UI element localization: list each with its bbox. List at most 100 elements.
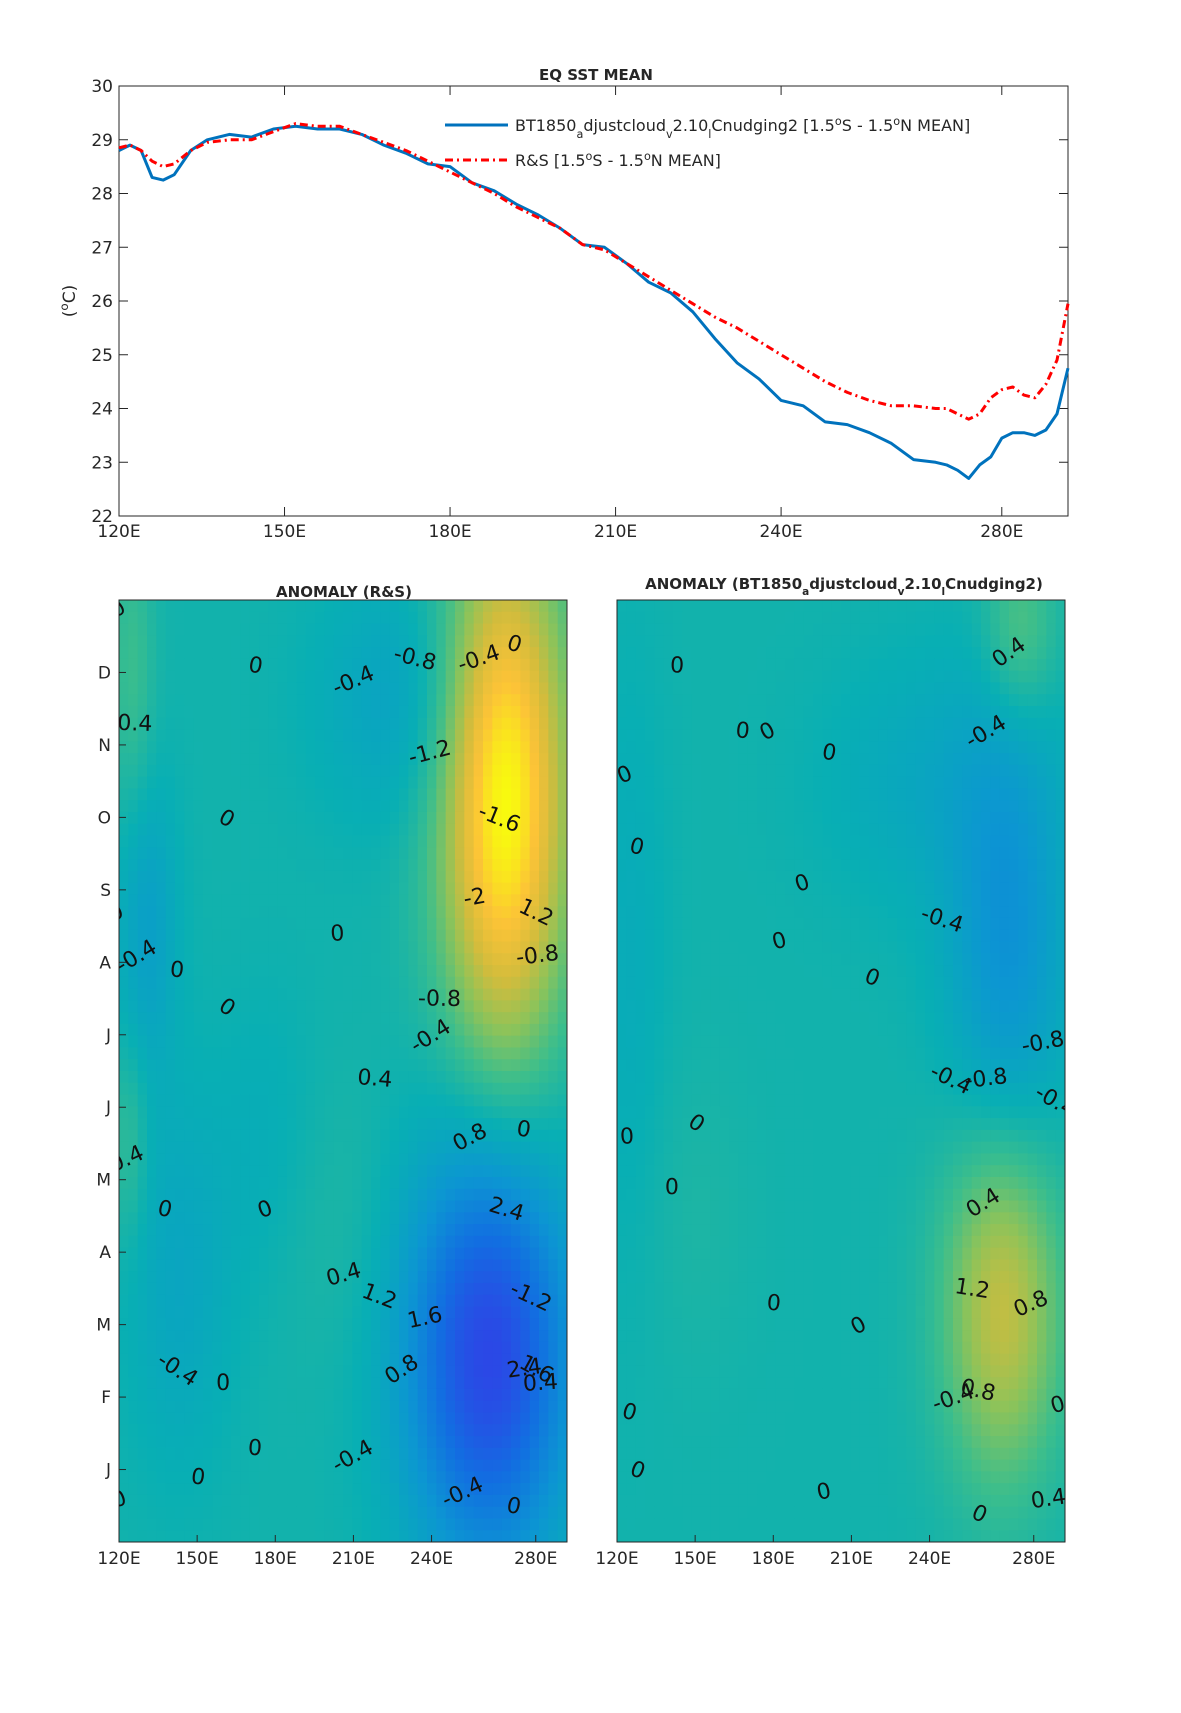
heatmap-cell xyxy=(492,623,503,636)
heatmap-cell xyxy=(520,1035,531,1049)
heatmap-cell xyxy=(249,1235,260,1249)
heatmap-cell xyxy=(249,859,260,872)
heatmap-cell xyxy=(934,635,945,648)
heatmap-cell xyxy=(436,729,447,742)
heatmap-cell xyxy=(822,717,833,731)
heatmap-cell xyxy=(645,623,655,636)
heatmap-cell xyxy=(147,1424,157,1437)
heatmap-cell xyxy=(520,929,531,943)
heatmap-cell xyxy=(184,1094,195,1107)
heatmap-cell xyxy=(221,1106,232,1119)
heatmap-cell xyxy=(557,1506,567,1520)
heatmap-cell xyxy=(520,623,531,636)
heatmap-cell xyxy=(175,1447,185,1461)
heatmap-cell xyxy=(212,1129,223,1143)
heatmap-cell xyxy=(417,1165,428,1178)
heatmap-cell xyxy=(380,729,391,742)
heatmap-cell xyxy=(701,753,711,766)
heatmap-cell xyxy=(953,658,963,672)
heatmap-cell xyxy=(915,788,926,801)
heatmap-cell xyxy=(380,1141,391,1155)
heatmap-cell xyxy=(654,658,665,672)
heatmap-cell xyxy=(436,1094,447,1107)
heatmap-cell xyxy=(511,870,521,884)
heatmap-cell xyxy=(492,906,503,919)
heatmap-cell xyxy=(287,1224,297,1237)
heatmap-cell xyxy=(943,776,954,790)
heatmap-cell xyxy=(231,1494,241,1508)
heatmap-cell xyxy=(548,1271,559,1284)
heatmap-cell xyxy=(119,1447,129,1461)
heatmap-cell xyxy=(501,1494,512,1508)
heatmap-cell xyxy=(361,635,372,648)
heatmap-cell xyxy=(315,1247,325,1261)
heatmap-cell xyxy=(259,1200,269,1213)
heatmap-cell xyxy=(343,965,353,978)
heatmap-cell xyxy=(231,953,241,966)
heatmap-cell xyxy=(557,953,567,966)
heatmap-cell xyxy=(719,741,730,754)
heatmap-cell xyxy=(501,917,512,931)
heatmap-cell xyxy=(473,811,484,825)
heatmap-cell xyxy=(673,823,683,837)
heatmap-cell xyxy=(277,1212,288,1225)
heatmap-cell xyxy=(729,788,739,801)
heatmap-cell xyxy=(240,811,251,825)
heatmap-cell xyxy=(557,894,567,907)
heatmap-cell xyxy=(203,1530,213,1542)
heatmap-cell xyxy=(557,906,567,919)
heatmap-cell xyxy=(445,1082,456,1096)
heatmap-cell xyxy=(147,776,157,790)
heatmap-cell xyxy=(436,859,447,872)
heatmap-cell xyxy=(324,1412,335,1425)
heatmap-cell xyxy=(436,847,447,860)
heatmap-cell xyxy=(529,1059,540,1072)
heatmap-cell xyxy=(343,941,353,954)
heatmap-cell xyxy=(427,870,437,884)
heatmap-cell xyxy=(408,1506,419,1520)
heatmap-cell xyxy=(231,1235,241,1249)
heatmap-cell xyxy=(324,1341,335,1355)
heatmap-cell xyxy=(990,729,1001,742)
heatmap-cell xyxy=(175,705,185,719)
heatmap-cell xyxy=(380,917,391,931)
heatmap-cell xyxy=(296,1212,307,1225)
heatmap-cell xyxy=(520,658,531,672)
heatmap-cell xyxy=(259,611,269,625)
heatmap-cell xyxy=(539,894,549,907)
heatmap-cell xyxy=(296,1059,307,1072)
heatmap-cell xyxy=(352,1388,363,1402)
heatmap-cell xyxy=(212,694,223,707)
heatmap-cell xyxy=(464,882,475,895)
heatmap-cell xyxy=(483,1094,493,1107)
heatmap-cell xyxy=(315,1459,325,1472)
heatmap-cell xyxy=(296,1259,307,1272)
heatmap-cell xyxy=(119,729,129,742)
heatmap-cell xyxy=(803,611,814,625)
heatmap-cell xyxy=(175,1330,185,1343)
heatmap-cell xyxy=(175,1235,185,1249)
heatmap-cell xyxy=(371,953,381,966)
heatmap-cell xyxy=(869,729,879,742)
heatmap-cell xyxy=(165,1259,176,1272)
heatmap-cell xyxy=(539,1082,549,1096)
heatmap-cell xyxy=(249,1023,260,1037)
heatmap-cell xyxy=(324,823,335,837)
heatmap-cell xyxy=(184,1377,195,1390)
heatmap-cell xyxy=(654,705,665,719)
heatmap-cell xyxy=(473,682,484,695)
heatmap-cell xyxy=(175,1412,185,1425)
heatmap-cell xyxy=(305,1247,316,1261)
heatmap-cell xyxy=(1027,635,1038,648)
heatmap-cell xyxy=(483,788,493,801)
heatmap-cell xyxy=(240,1129,251,1143)
heatmap-cell xyxy=(925,635,935,648)
heatmap-cell xyxy=(445,705,456,719)
heatmap-cell xyxy=(990,705,1001,719)
heatmap-cell xyxy=(1027,670,1038,684)
heatmap-cell xyxy=(813,717,823,731)
heatmap-cell xyxy=(962,670,973,684)
heatmap-cell xyxy=(1027,776,1038,790)
heatmap-cell xyxy=(492,894,503,907)
heatmap-cell xyxy=(1027,741,1038,754)
